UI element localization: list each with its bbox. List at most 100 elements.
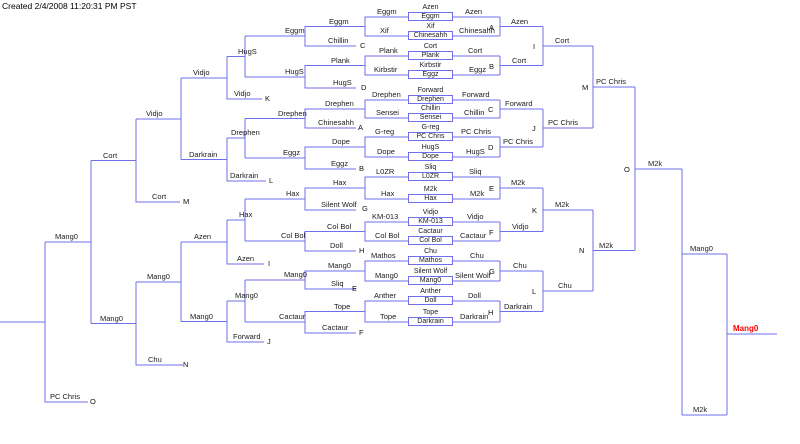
- lb-r1-in-sensei: Sensei: [376, 108, 399, 117]
- round1-match-box-6: [408, 113, 453, 122]
- wb-r2-wa: Azen: [511, 17, 529, 26]
- lb-r1-in-tope: Tope: [380, 312, 397, 321]
- wb-r3-wi: Cort: [555, 36, 570, 45]
- lb-l1-w4: Dope: [332, 137, 350, 146]
- round1-box-8-bottom-player: Dope: [422, 153, 439, 160]
- wb-r1-w9: Sliq: [469, 167, 482, 176]
- round1-box-4-bottom-player: Eggz: [422, 71, 439, 78]
- lb-r1-in-colbol: Col Bol: [375, 231, 400, 240]
- round1-box-3-top-player: Cort: [423, 43, 438, 50]
- round1-match-box-2: [408, 31, 453, 40]
- lb-l3-w1: HugS: [238, 47, 257, 56]
- round1-match-box-13: [408, 256, 453, 265]
- round1-box-4-top-player: Kirbstir: [419, 62, 442, 69]
- lb-l3-w2: Drephen: [231, 128, 260, 137]
- round1-box-7-bottom-player: PC Chris: [416, 133, 445, 140]
- losers-r3-r4-lines: [181, 36, 266, 343]
- lb-drop-j: Forward: [233, 332, 261, 341]
- wt-k: K: [532, 206, 538, 215]
- wb-r1-w15: Doll: [468, 291, 481, 300]
- round1-box-1-top-player: Azen: [422, 4, 439, 11]
- wb-r1-w16: Darkrain: [460, 312, 489, 321]
- wb-final-w: M2k: [648, 159, 663, 168]
- wb-r2-wb: Cort: [512, 56, 527, 65]
- round1-box-15-bottom-player: Doll: [424, 297, 437, 304]
- lb-r1-in-mang0: Mang0: [375, 271, 398, 280]
- lb-drop-e: Sliq: [331, 279, 344, 288]
- winners-r3-r5-lines: [542, 26, 682, 312]
- lb-r1-in-kirbstir: Kirbstir: [374, 65, 398, 74]
- round1-match-box-1: [408, 12, 453, 21]
- round1-box-14-top-player: Silent Wolf: [413, 268, 448, 275]
- winners-r1-r2-lines: [453, 16, 543, 323]
- lb-l2-w3: Drephen: [278, 109, 307, 118]
- lb-l3-w3: Hax: [239, 210, 253, 219]
- round1-box-7-top-player: G-reg: [421, 124, 440, 131]
- lb-l2-w8: Cactaur: [279, 312, 306, 321]
- round1-box-11-top-player: Vidjo: [422, 209, 439, 216]
- round1-box-6-bottom-player: Sensei: [419, 114, 442, 121]
- round1-box-2-top-player: Xif: [426, 23, 435, 30]
- lb-l1-w1: Eggm: [329, 17, 349, 26]
- lb-l5-w1: Vidjo: [146, 109, 163, 118]
- wb-r1-w5: Forward: [462, 90, 490, 99]
- lb-l2-w7: Mang0: [284, 270, 307, 279]
- lb-l1-w2: Plank: [331, 56, 350, 65]
- lb-r1-in-anther: Anther: [374, 291, 397, 300]
- lb-drop-k: Vidjo: [234, 89, 251, 98]
- round1-box-5-bottom-player: Drephen: [417, 96, 444, 103]
- lb-r1-in-lozr: L0ZR: [376, 167, 395, 176]
- lt-f: F: [359, 328, 364, 337]
- round1-box-12-top-player: Cactaur: [418, 228, 443, 235]
- lb-l6-w1: Cort: [103, 151, 118, 160]
- lt-m: M: [183, 197, 190, 206]
- round1-box-9-top-player: Sliq: [424, 164, 437, 171]
- wt-d: D: [488, 143, 494, 152]
- lb-l1-w7: Mang0: [328, 261, 351, 270]
- lt-h: H: [359, 246, 365, 255]
- wt-h: H: [488, 308, 494, 317]
- lb-l7-w: Mang0: [55, 232, 78, 241]
- round1-box-5-top-player: Forward: [417, 87, 444, 94]
- wb-r2-wg: Chu: [513, 261, 527, 270]
- lb-l4-w2: Darkrain: [189, 150, 218, 159]
- round1-box-12-bottom-player: Col Bol: [419, 237, 442, 244]
- round1-box-14-bottom-player: Mang0: [419, 277, 442, 284]
- round1-match-box-7: [408, 132, 453, 141]
- lt-c: C: [360, 41, 366, 50]
- wb-r1-w4: Eggz: [469, 65, 487, 74]
- wb-r1-w10: M2k: [470, 189, 485, 198]
- lb-drop-i: Azen: [237, 254, 255, 263]
- lb-drop-g: Silent Wolf: [321, 200, 357, 209]
- lt-i: I: [268, 259, 271, 268]
- lb-drop-b: Eggz: [331, 159, 349, 168]
- gf-bottom: M2k: [693, 405, 708, 414]
- lt-a: A: [358, 123, 364, 132]
- lt-j: J: [267, 337, 271, 346]
- lt-b: B: [359, 164, 365, 173]
- wt-n: N: [579, 246, 585, 255]
- round1-match-box-10: [408, 194, 453, 203]
- round1-box-16-top-player: Tope: [422, 309, 439, 316]
- lb-r1-in-dope: Dope: [377, 147, 395, 156]
- lb-l4-w3: Azen: [194, 232, 212, 241]
- lb-r1-in-drephen: Drephen: [372, 90, 401, 99]
- wt-o: O: [624, 165, 630, 174]
- wb-r1-w14: Silent Wolf: [455, 271, 491, 280]
- lb-drop-c: Chillin: [328, 36, 349, 45]
- wb-r1-w2: Chinesahh: [459, 26, 495, 35]
- lb-l2-w4: Eggz: [283, 148, 301, 157]
- round1-match-box-8: [408, 152, 453, 161]
- wb-r2-wh: Darkrain: [504, 302, 533, 311]
- round1-box-9-bottom-player: L0ZR: [421, 173, 440, 180]
- round1-match-box-5: [408, 95, 453, 104]
- lt-d: D: [361, 83, 367, 92]
- wt-i: I: [533, 42, 536, 51]
- lb-r1-in-hax: Hax: [381, 189, 395, 198]
- round1-match-box-14: [408, 276, 453, 285]
- wb-r1-w8: HugS: [466, 147, 485, 156]
- lb-drop-n: Chu: [148, 355, 162, 364]
- lb-l2-w2: HugS: [285, 67, 304, 76]
- round1-box-11-bottom-player: KM-013: [418, 218, 443, 225]
